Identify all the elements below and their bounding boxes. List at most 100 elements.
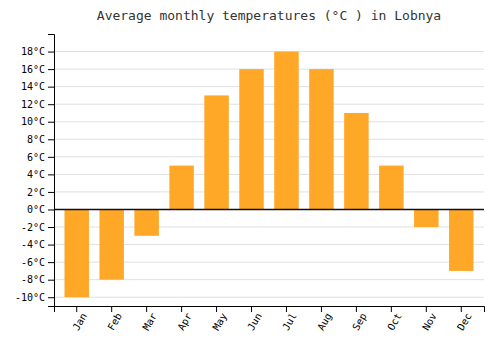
- x-tick: Sep: [350, 306, 369, 332]
- x-tick-mark: [356, 306, 357, 312]
- y-tick: -6°C: [21, 257, 54, 268]
- grid-line: [54, 156, 484, 157]
- y-tick-label: 12°C: [21, 99, 45, 110]
- y-tick-label: 4°C: [27, 169, 45, 180]
- x-tick: Nov: [420, 306, 439, 332]
- y-tick: -4°C: [21, 239, 54, 250]
- y-tick-mark: [48, 227, 54, 228]
- x-tick: May: [210, 306, 229, 332]
- x-tick-mark: [391, 306, 392, 312]
- y-tick-mark: [48, 209, 54, 210]
- y-axis: -10°C -8°C -6°C -4°C -2°C 0°C 2°C 4°C 6°C 8°C 10°C…: [15, 35, 55, 307]
- chart-container: -10°C -8°C -6°C -4°C -2°C 0°C 2°C 4°C 6°C 8°C 10°C…: [0, 0, 500, 350]
- grid-line: [54, 174, 484, 175]
- x-tick-label: Sep: [350, 311, 369, 332]
- x-tick: Aug: [315, 306, 334, 332]
- bar: [414, 209, 438, 227]
- y-tick-label: -4°C: [21, 239, 45, 250]
- zero-line: [54, 209, 484, 211]
- bar: [134, 209, 158, 235]
- x-tick: Apr: [175, 306, 194, 332]
- y-tick-mark: [48, 122, 54, 123]
- bar: [204, 95, 228, 209]
- y-tick-mark: [48, 280, 54, 281]
- grid-line: [54, 139, 484, 140]
- bar: [309, 69, 333, 209]
- y-tick: 4°C: [27, 169, 54, 180]
- plot-root: -10°C -8°C -6°C -4°C -2°C 0°C 2°C 4°C 6°C 8°C 10°C…: [15, 35, 485, 333]
- y-tick-mark: [48, 139, 54, 140]
- bar: [344, 113, 368, 210]
- x-tick-label: Jan: [71, 311, 90, 332]
- x-tick-label: Aug: [315, 311, 334, 332]
- y-tick-mark: [48, 174, 54, 175]
- x-tick-label: Dec: [455, 311, 474, 332]
- y-tick-label: 16°C: [21, 64, 45, 75]
- x-axis: Jan Feb Mar Apr May Jun Jul Aug Sep Oct Nov Dec: [55, 306, 485, 332]
- y-tick-mark: [48, 87, 54, 88]
- x-axis-line: [55, 307, 485, 313]
- y-tick-mark: [48, 104, 54, 105]
- y-tick: 12°C: [21, 99, 54, 110]
- grid-line: [54, 86, 484, 87]
- y-tick: 14°C: [21, 81, 54, 92]
- y-tick-label: -10°C: [15, 292, 45, 303]
- y-tick-label: 2°C: [27, 187, 45, 198]
- bar: [274, 52, 298, 210]
- bar: [449, 209, 473, 270]
- x-tick: Jun: [245, 306, 264, 332]
- x-tick: Jan: [71, 306, 90, 332]
- x-tick-label: Mar: [140, 311, 159, 332]
- y-tick-mark: [48, 157, 54, 158]
- x-tick-mark: [286, 306, 287, 312]
- y-tick-label: 8°C: [27, 134, 45, 145]
- grid-line: [54, 191, 484, 192]
- grid-line: [54, 104, 484, 105]
- bar: [99, 209, 123, 279]
- x-tick-mark: [461, 306, 462, 312]
- bar: [64, 209, 88, 297]
- y-tick-label: 14°C: [21, 81, 45, 92]
- bar: [169, 166, 193, 210]
- y-tick-mark: [48, 297, 54, 298]
- y-tick: 10°C: [21, 116, 54, 127]
- x-tick-label: Apr: [175, 311, 194, 332]
- grid-line: [54, 209, 484, 210]
- bar: [379, 166, 403, 210]
- x-tick-label: Oct: [385, 311, 404, 332]
- y-axis-line: [48, 35, 55, 307]
- x-tick: Mar: [140, 306, 159, 332]
- grid: [54, 52, 484, 298]
- y-tick-mark: [48, 262, 54, 263]
- y-tick: -8°C: [21, 274, 54, 285]
- bars: [54, 52, 484, 298]
- chart-title: Average monthly temperatures (°C ) in Lo…: [97, 8, 441, 23]
- x-tick-mark: [111, 306, 112, 312]
- y-tick: -10°C: [15, 292, 54, 303]
- grid-line: [54, 121, 484, 122]
- y-tick-mark: [48, 245, 54, 246]
- chart-svg: -10°C -8°C -6°C -4°C -2°C 0°C 2°C 4°C 6°C 8°C 10°C…: [0, 0, 500, 350]
- y-tick-label: -8°C: [21, 274, 45, 285]
- x-tick-mark: [76, 306, 77, 312]
- y-tick: 16°C: [21, 64, 54, 75]
- grid-line: [54, 51, 484, 52]
- x-tick-mark: [146, 306, 147, 312]
- y-tick: 0°C: [27, 204, 54, 215]
- x-tick-label: Feb: [105, 311, 124, 332]
- x-tick-mark: [251, 306, 252, 312]
- x-tick-mark: [321, 306, 322, 312]
- y-tick: 6°C: [27, 152, 54, 163]
- y-tick-label: 0°C: [27, 204, 45, 215]
- y-tick-label: -2°C: [21, 222, 45, 233]
- y-tick-label: 10°C: [21, 116, 45, 127]
- x-tick-mark: [426, 306, 427, 312]
- y-tick: 2°C: [27, 187, 54, 198]
- y-tick: 8°C: [27, 134, 54, 145]
- x-tick: Dec: [455, 306, 474, 332]
- y-tick-label: -6°C: [21, 257, 45, 268]
- x-tick: Oct: [385, 306, 404, 332]
- grid-line: [54, 69, 484, 70]
- x-tick: Jul: [280, 306, 299, 332]
- y-tick-mark: [48, 52, 54, 53]
